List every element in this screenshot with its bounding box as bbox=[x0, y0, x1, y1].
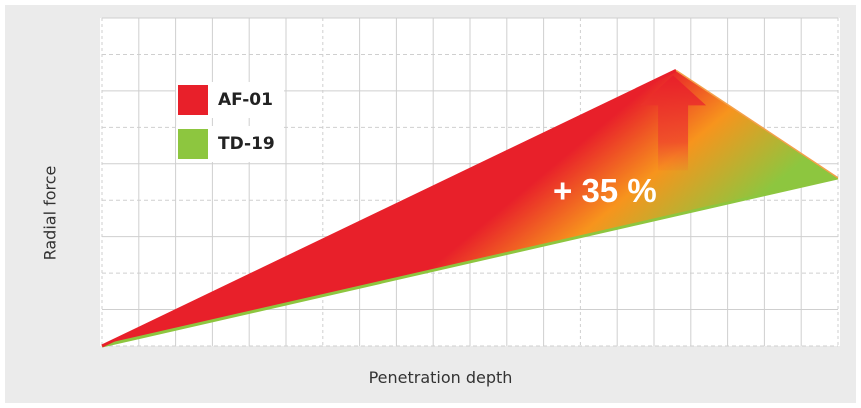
increase-annotation: + 35 % bbox=[553, 172, 657, 209]
up-arrow-icon bbox=[640, 75, 707, 171]
y-axis-label: Radial force bbox=[40, 165, 60, 261]
legend-label: AF-01 bbox=[218, 90, 273, 110]
x-axis-label: Penetration depth bbox=[368, 368, 513, 387]
legend-item-td-19: TD-19 bbox=[176, 126, 284, 162]
legend-item-af-01: AF-01 bbox=[176, 82, 284, 118]
series-lines bbox=[101, 69, 839, 348]
legend-label: TD-19 bbox=[218, 134, 275, 154]
series-line-af-01 bbox=[101, 69, 677, 348]
area-fill bbox=[102, 70, 838, 346]
series-line-td-19 bbox=[101, 176, 839, 348]
legend-swatch-green bbox=[178, 129, 208, 159]
gradient-area bbox=[102, 70, 838, 346]
series-edge bbox=[675, 69, 839, 179]
increase-arrow bbox=[640, 75, 707, 171]
legend-swatch-red bbox=[178, 85, 208, 115]
